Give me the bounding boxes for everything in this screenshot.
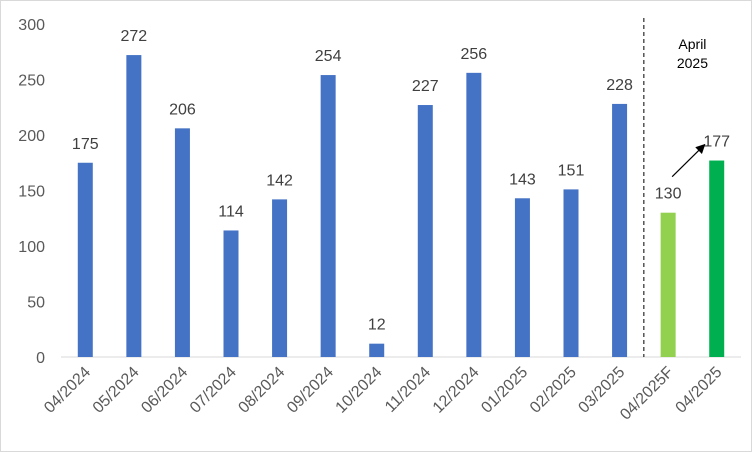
x-axis-ticks: 04/202405/202406/202407/202408/202409/20… [41,364,725,424]
data-label: 114 [218,203,244,220]
bars [77,55,725,357]
bar-03-2025 [612,103,628,357]
x-tick-label: 04/2024 [41,364,94,417]
x-tick-label: 04/2025 [673,364,726,417]
x-tick-label: 09/2024 [284,364,337,417]
data-label: 206 [169,101,196,118]
data-label: 254 [315,48,342,65]
data-label: 12 [368,317,386,334]
bar-05-2024 [126,55,142,357]
data-label: 130 [655,186,682,203]
april-label-line-1: April [678,36,706,52]
bar-08-2024 [272,199,288,357]
x-tick-label: 05/2024 [90,364,143,417]
bar-07-2024 [223,230,239,357]
data-label: 142 [266,172,293,189]
data-label: 175 [72,136,99,153]
data-label: 272 [121,28,148,45]
april-label-line-2: 2025 [677,55,708,71]
y-axis-ticks: 0 50 100 150 200 250 300 [18,17,45,367]
data-label: 228 [606,77,633,94]
bar-09-2024 [320,75,336,357]
data-labels: 175 272 206 114 142 254 12 227 256 143 151 228 130 17… [72,28,730,334]
y-tick-label: 100 [18,239,45,256]
data-label: 256 [461,46,488,63]
x-tick-label: 04/2025F [617,364,677,424]
y-tick-label: 200 [18,128,45,145]
bar-11-2024 [417,105,433,357]
bar-12-2024 [466,72,482,357]
x-tick-label: 10/2024 [333,364,386,417]
bar-06-2024 [174,128,190,357]
x-tick-label: 02/2025 [527,364,580,417]
bar-01-2025 [514,198,530,357]
x-tick-label: 06/2024 [138,364,191,417]
bar-04-2024 [77,162,93,357]
data-label: 227 [412,78,439,95]
x-tick-label: 08/2024 [235,364,288,417]
y-tick-label: 300 [18,17,45,34]
data-label: 151 [558,162,585,179]
y-tick-label: 250 [18,73,45,90]
x-tick-label: 01/2025 [478,364,531,417]
increase-arrow [671,143,706,178]
bar-02-2025 [563,189,579,357]
data-label: 177 [703,134,730,151]
bar-10-2024 [369,343,385,357]
bar-04-2025F [660,212,676,357]
bar-04-2025 [709,160,725,357]
x-tick-label: 12/2024 [430,364,483,417]
y-tick-label: 50 [27,295,45,312]
data-label: 143 [509,171,536,188]
x-tick-label: 07/2024 [187,364,240,417]
x-tick-label: 11/2024 [382,364,434,416]
y-tick-label: 0 [36,350,45,367]
y-tick-label: 150 [18,184,45,201]
